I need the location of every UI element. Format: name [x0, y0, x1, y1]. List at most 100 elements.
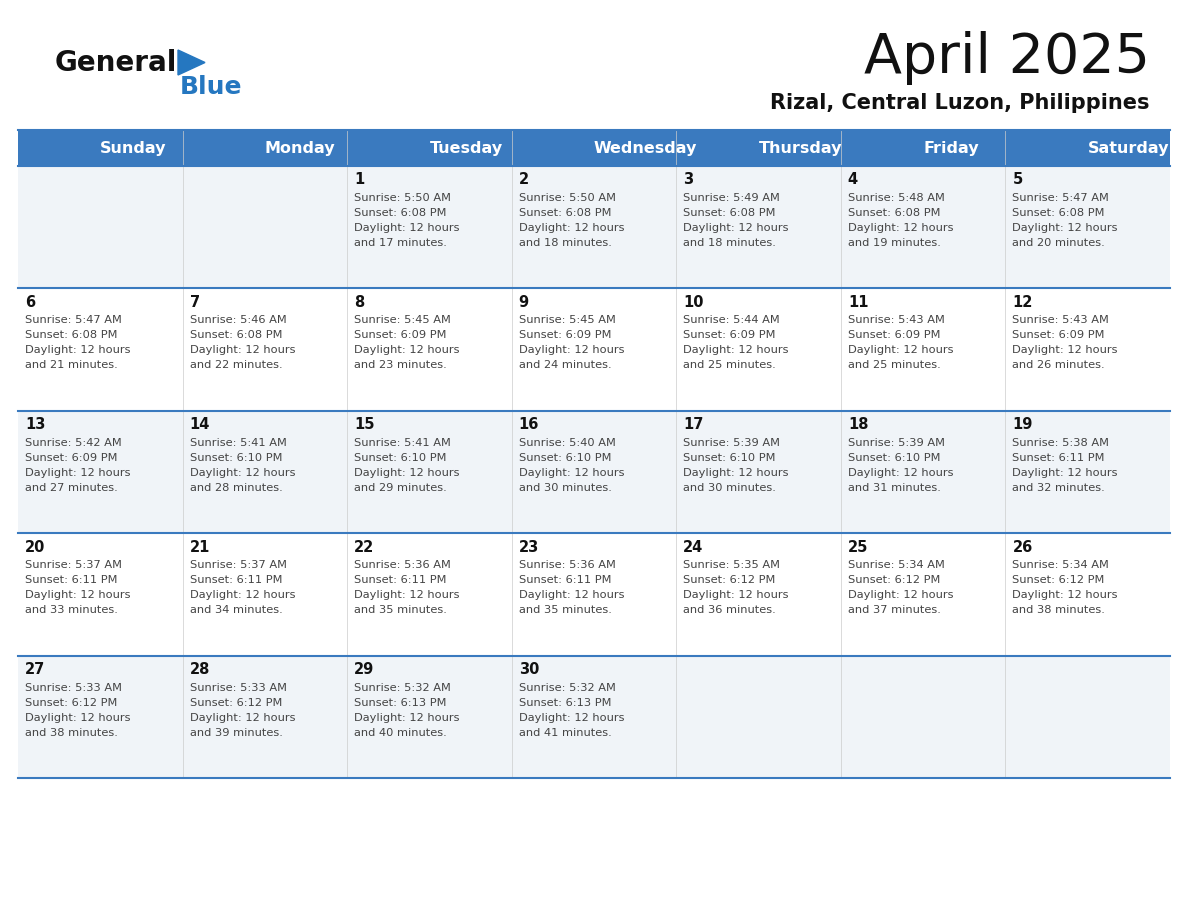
Text: Sunset: 6:09 PM: Sunset: 6:09 PM	[848, 330, 941, 341]
Text: Daylight: 12 hours: Daylight: 12 hours	[519, 345, 624, 355]
Text: Sunset: 6:09 PM: Sunset: 6:09 PM	[25, 453, 118, 463]
Text: and 30 minutes.: and 30 minutes.	[683, 483, 776, 493]
Text: Sunset: 6:11 PM: Sunset: 6:11 PM	[354, 576, 447, 585]
Text: Sunset: 6:08 PM: Sunset: 6:08 PM	[848, 208, 941, 218]
Text: Daylight: 12 hours: Daylight: 12 hours	[354, 468, 460, 477]
Text: Sunrise: 5:33 AM: Sunrise: 5:33 AM	[25, 683, 122, 692]
Text: Sunrise: 5:44 AM: Sunrise: 5:44 AM	[683, 316, 781, 325]
Text: 1: 1	[354, 173, 365, 187]
Text: and 26 minutes.: and 26 minutes.	[1012, 361, 1105, 370]
Text: Sunset: 6:09 PM: Sunset: 6:09 PM	[519, 330, 611, 341]
Text: 2: 2	[519, 173, 529, 187]
Text: and 38 minutes.: and 38 minutes.	[25, 728, 118, 737]
Text: Sunset: 6:10 PM: Sunset: 6:10 PM	[519, 453, 611, 463]
Text: Sunrise: 5:36 AM: Sunrise: 5:36 AM	[519, 560, 615, 570]
Text: Sunset: 6:12 PM: Sunset: 6:12 PM	[190, 698, 282, 708]
Text: Sunset: 6:10 PM: Sunset: 6:10 PM	[683, 453, 776, 463]
Text: and 32 minutes.: and 32 minutes.	[1012, 483, 1105, 493]
Text: Daylight: 12 hours: Daylight: 12 hours	[190, 345, 295, 355]
Text: and 31 minutes.: and 31 minutes.	[848, 483, 941, 493]
Text: and 25 minutes.: and 25 minutes.	[683, 361, 776, 370]
Text: Sunset: 6:08 PM: Sunset: 6:08 PM	[25, 330, 118, 341]
Text: 19: 19	[1012, 418, 1032, 432]
Text: Daylight: 12 hours: Daylight: 12 hours	[25, 345, 131, 355]
Text: Sunset: 6:09 PM: Sunset: 6:09 PM	[1012, 330, 1105, 341]
Text: Sunrise: 5:32 AM: Sunrise: 5:32 AM	[519, 683, 615, 692]
Text: Sunrise: 5:47 AM: Sunrise: 5:47 AM	[1012, 193, 1110, 203]
Text: 9: 9	[519, 295, 529, 310]
Text: Daylight: 12 hours: Daylight: 12 hours	[519, 468, 624, 477]
Text: Daylight: 12 hours: Daylight: 12 hours	[354, 223, 460, 233]
Text: Sunrise: 5:50 AM: Sunrise: 5:50 AM	[519, 193, 615, 203]
Polygon shape	[178, 50, 206, 75]
Text: Sunset: 6:13 PM: Sunset: 6:13 PM	[354, 698, 447, 708]
Text: Sunrise: 5:49 AM: Sunrise: 5:49 AM	[683, 193, 781, 203]
Text: Sunrise: 5:38 AM: Sunrise: 5:38 AM	[1012, 438, 1110, 448]
Text: and 22 minutes.: and 22 minutes.	[190, 361, 283, 370]
Text: Sunrise: 5:40 AM: Sunrise: 5:40 AM	[519, 438, 615, 448]
Text: Sunrise: 5:39 AM: Sunrise: 5:39 AM	[848, 438, 944, 448]
Text: Daylight: 12 hours: Daylight: 12 hours	[25, 468, 131, 477]
Bar	[18, 655, 1170, 778]
Text: Sunrise: 5:41 AM: Sunrise: 5:41 AM	[354, 438, 451, 448]
Text: April 2025: April 2025	[864, 31, 1150, 85]
Text: Daylight: 12 hours: Daylight: 12 hours	[683, 223, 789, 233]
Text: and 23 minutes.: and 23 minutes.	[354, 361, 447, 370]
Text: 27: 27	[25, 662, 45, 677]
Text: and 24 minutes.: and 24 minutes.	[519, 361, 612, 370]
Text: 3: 3	[683, 173, 694, 187]
Text: 8: 8	[354, 295, 365, 310]
Text: and 35 minutes.: and 35 minutes.	[354, 605, 447, 615]
Text: Sunrise: 5:32 AM: Sunrise: 5:32 AM	[354, 683, 451, 692]
Text: and 40 minutes.: and 40 minutes.	[354, 728, 447, 737]
Text: 14: 14	[190, 418, 210, 432]
Text: Daylight: 12 hours: Daylight: 12 hours	[1012, 345, 1118, 355]
Text: Sunset: 6:11 PM: Sunset: 6:11 PM	[190, 576, 282, 585]
Text: Sunset: 6:08 PM: Sunset: 6:08 PM	[354, 208, 447, 218]
Text: Daylight: 12 hours: Daylight: 12 hours	[519, 590, 624, 600]
Text: Sunset: 6:08 PM: Sunset: 6:08 PM	[190, 330, 282, 341]
Text: Sunrise: 5:45 AM: Sunrise: 5:45 AM	[354, 316, 451, 325]
Text: 26: 26	[1012, 540, 1032, 554]
Text: Daylight: 12 hours: Daylight: 12 hours	[683, 345, 789, 355]
Text: Daylight: 12 hours: Daylight: 12 hours	[190, 712, 295, 722]
Text: and 39 minutes.: and 39 minutes.	[190, 728, 283, 737]
Text: and 36 minutes.: and 36 minutes.	[683, 605, 776, 615]
Text: and 18 minutes.: and 18 minutes.	[683, 238, 776, 248]
Text: Daylight: 12 hours: Daylight: 12 hours	[25, 590, 131, 600]
Text: Sunrise: 5:37 AM: Sunrise: 5:37 AM	[190, 560, 286, 570]
Text: Sunrise: 5:43 AM: Sunrise: 5:43 AM	[1012, 316, 1110, 325]
Text: Daylight: 12 hours: Daylight: 12 hours	[354, 712, 460, 722]
Text: Daylight: 12 hours: Daylight: 12 hours	[354, 590, 460, 600]
Text: 16: 16	[519, 418, 539, 432]
Text: and 35 minutes.: and 35 minutes.	[519, 605, 612, 615]
Text: Sunset: 6:11 PM: Sunset: 6:11 PM	[519, 576, 611, 585]
Text: 11: 11	[848, 295, 868, 310]
Text: Sunrise: 5:37 AM: Sunrise: 5:37 AM	[25, 560, 122, 570]
Text: Daylight: 12 hours: Daylight: 12 hours	[519, 223, 624, 233]
Text: 24: 24	[683, 540, 703, 554]
Text: Daylight: 12 hours: Daylight: 12 hours	[190, 590, 295, 600]
Text: and 37 minutes.: and 37 minutes.	[848, 605, 941, 615]
Text: Sunrise: 5:34 AM: Sunrise: 5:34 AM	[1012, 560, 1110, 570]
Text: Daylight: 12 hours: Daylight: 12 hours	[683, 468, 789, 477]
Text: 12: 12	[1012, 295, 1032, 310]
Text: and 21 minutes.: and 21 minutes.	[25, 361, 118, 370]
Text: General: General	[55, 49, 177, 77]
Text: Daylight: 12 hours: Daylight: 12 hours	[354, 345, 460, 355]
Text: and 34 minutes.: and 34 minutes.	[190, 605, 283, 615]
Text: Sunset: 6:12 PM: Sunset: 6:12 PM	[1012, 576, 1105, 585]
Text: Sunset: 6:11 PM: Sunset: 6:11 PM	[1012, 453, 1105, 463]
Text: and 18 minutes.: and 18 minutes.	[519, 238, 612, 248]
Text: Daylight: 12 hours: Daylight: 12 hours	[25, 712, 131, 722]
Text: Sunset: 6:10 PM: Sunset: 6:10 PM	[354, 453, 447, 463]
Text: Daylight: 12 hours: Daylight: 12 hours	[848, 223, 953, 233]
Text: 21: 21	[190, 540, 210, 554]
Text: Sunrise: 5:39 AM: Sunrise: 5:39 AM	[683, 438, 781, 448]
Text: and 27 minutes.: and 27 minutes.	[25, 483, 118, 493]
Text: Sunrise: 5:36 AM: Sunrise: 5:36 AM	[354, 560, 451, 570]
Text: Sunset: 6:08 PM: Sunset: 6:08 PM	[683, 208, 776, 218]
Bar	[18, 533, 1170, 655]
Text: Sunset: 6:12 PM: Sunset: 6:12 PM	[848, 576, 940, 585]
Text: Sunrise: 5:33 AM: Sunrise: 5:33 AM	[190, 683, 286, 692]
